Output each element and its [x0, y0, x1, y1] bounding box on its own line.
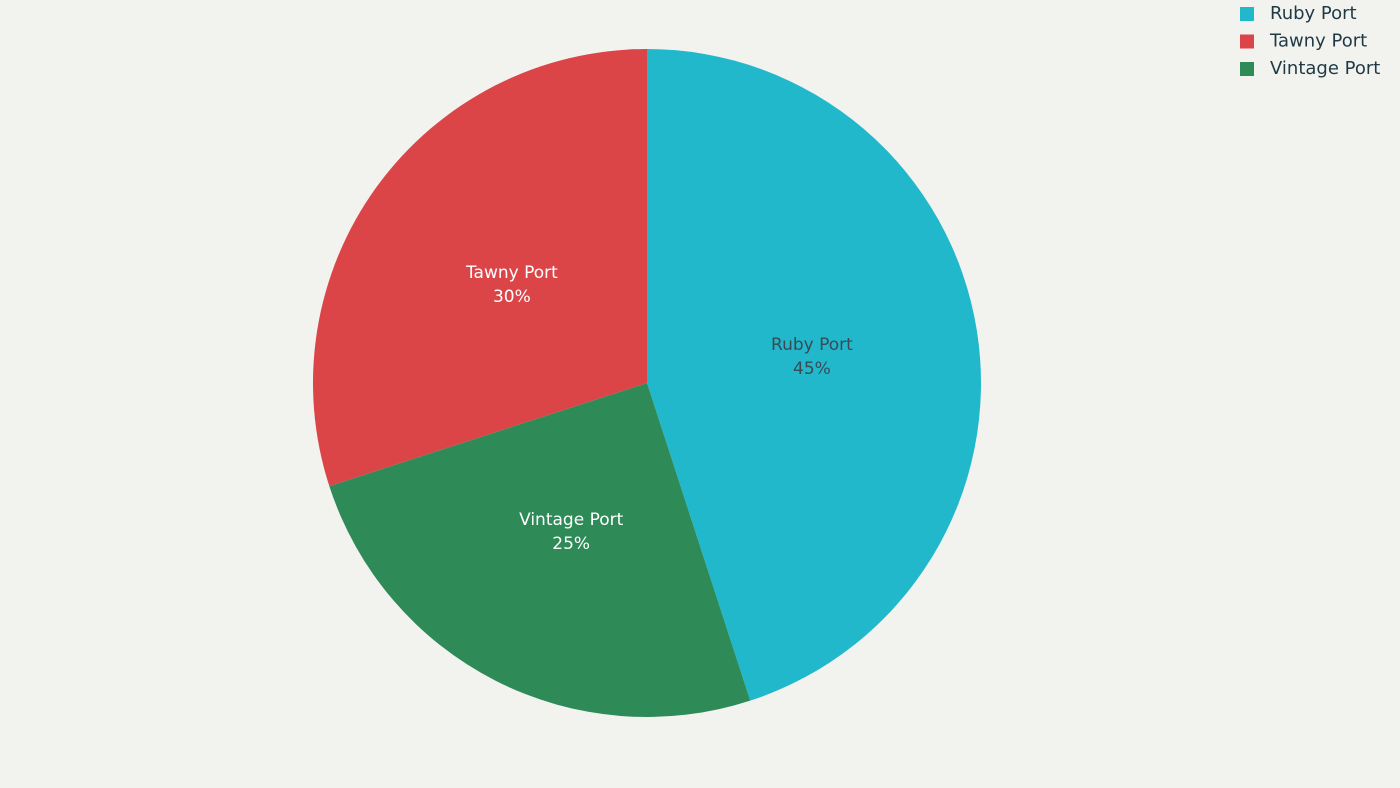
legend-swatch — [1240, 62, 1254, 76]
slice-value-label: 30% — [493, 287, 531, 307]
slice-label: Tawny Port — [465, 263, 558, 283]
legend-swatch — [1240, 7, 1254, 21]
slice-label: Vintage Port — [519, 510, 624, 530]
pie-slice — [313, 49, 647, 487]
pie-slice — [647, 49, 982, 701]
slice-value-label: 45% — [793, 359, 831, 379]
legend-label: Vintage Port — [1270, 58, 1380, 79]
slice-value-label: 25% — [552, 534, 590, 554]
pie-slice — [329, 383, 751, 718]
legend-label: Tawny Port — [1269, 31, 1367, 52]
legend-swatch — [1240, 34, 1254, 49]
legend-label: Ruby Port — [1270, 3, 1357, 24]
slice-label: Ruby Port — [771, 335, 853, 355]
